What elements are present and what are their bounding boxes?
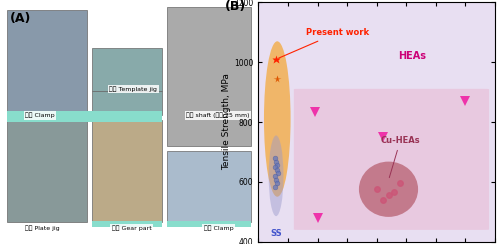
Text: (B): (B)	[225, 0, 246, 13]
Text: (A): (A)	[10, 12, 32, 25]
FancyBboxPatch shape	[92, 48, 162, 91]
Text: 금속 Gear part: 금속 Gear part	[112, 225, 152, 231]
Bar	[8, 116, 162, 122]
Text: SS: SS	[270, 229, 282, 238]
Text: 금속 shaft (직경 25 mm): 금속 shaft (직경 25 mm)	[186, 113, 250, 118]
FancyBboxPatch shape	[294, 89, 489, 230]
Text: Present work: Present work	[278, 28, 369, 58]
Text: 금속 Plate jig: 금속 Plate jig	[25, 225, 59, 231]
Text: HEAs: HEAs	[398, 51, 426, 61]
Bar	[8, 111, 162, 117]
FancyBboxPatch shape	[166, 7, 251, 146]
Text: 금속 Clamp: 금속 Clamp	[25, 113, 54, 118]
Ellipse shape	[359, 162, 418, 217]
Text: 금속 Clamp: 금속 Clamp	[204, 225, 234, 231]
Bar	[92, 221, 162, 227]
Y-axis label: Tensile Strength, MPa: Tensile Strength, MPa	[222, 73, 232, 171]
Ellipse shape	[268, 135, 283, 216]
FancyBboxPatch shape	[92, 120, 162, 223]
Text: 금속 Template jig: 금속 Template jig	[110, 86, 157, 92]
Bar	[166, 221, 251, 227]
FancyBboxPatch shape	[92, 91, 162, 115]
Text: Cu-HEAs: Cu-HEAs	[380, 136, 420, 178]
FancyBboxPatch shape	[166, 151, 251, 223]
FancyBboxPatch shape	[8, 120, 87, 223]
FancyBboxPatch shape	[8, 10, 87, 115]
Ellipse shape	[264, 41, 290, 197]
